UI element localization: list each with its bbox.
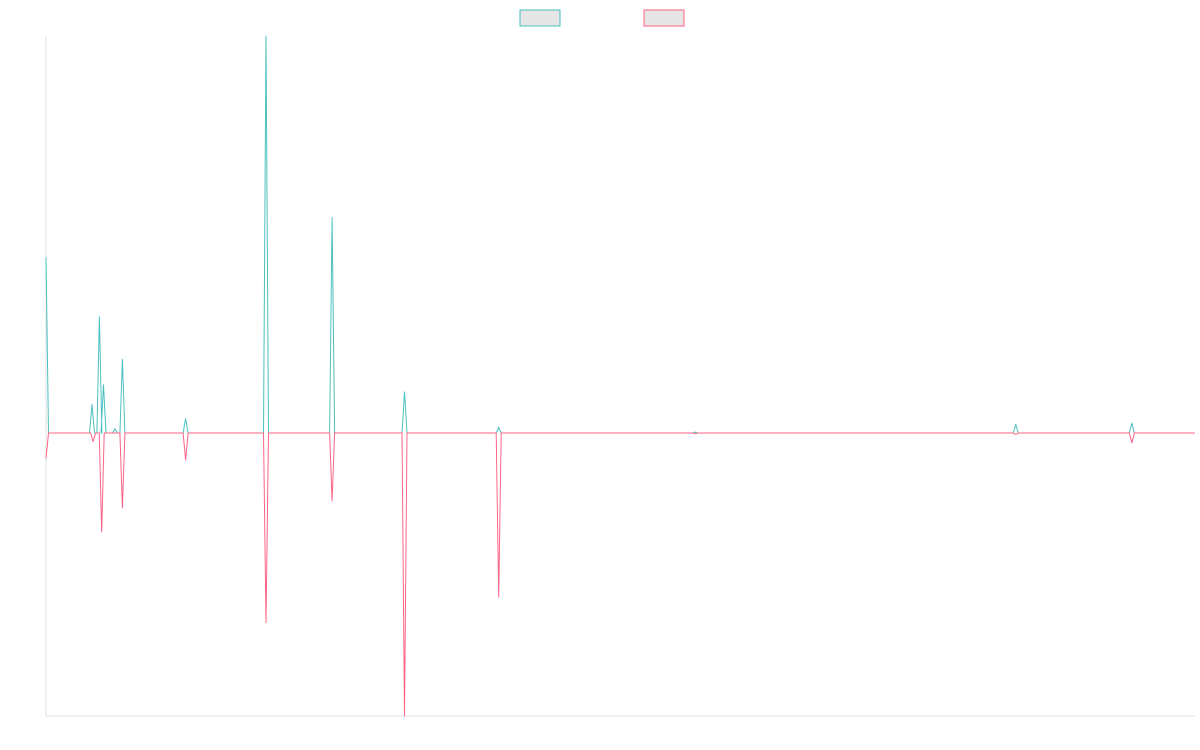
legend-item-0[interactable] xyxy=(519,9,561,27)
series-1 xyxy=(45,432,1195,717)
legend[interactable] xyxy=(519,9,685,27)
legend-item-1[interactable] xyxy=(643,9,685,27)
series-layer xyxy=(45,35,1195,717)
series-line-0 xyxy=(45,35,1195,434)
legend-swatch[interactable] xyxy=(643,9,685,27)
series-0 xyxy=(45,35,1195,434)
legend-swatch[interactable] xyxy=(519,9,561,27)
axes xyxy=(45,36,1195,717)
series-line-1 xyxy=(45,432,1195,717)
